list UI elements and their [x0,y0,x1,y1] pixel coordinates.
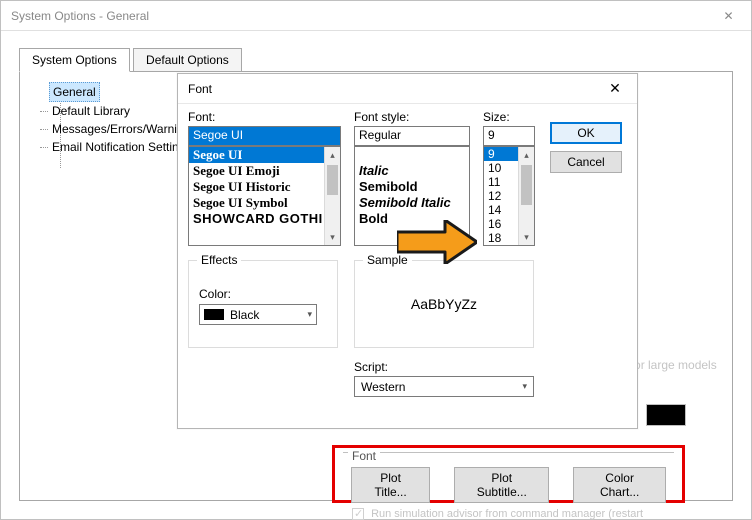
dialog-buttons: OK Cancel [550,122,628,173]
tab-system-options[interactable]: System Options [19,48,130,72]
style-listbox[interactable]: Regular Italic Semibold Semibold Italic … [354,146,470,246]
font-dialog-body: Font: Segoe UI Segoe UI Segoe UI Emoji S… [178,104,637,428]
ok-button[interactable]: OK [550,122,622,144]
scroll-thumb[interactable] [521,165,532,205]
scroll-up-icon[interactable]: ▴ [325,147,340,163]
style-option-semibold-italic[interactable]: Semibold Italic [355,195,469,211]
size-column: Size: 9 9 10 11 12 14 16 18 ▴ ▾ [483,110,535,246]
size-list-scrollbar[interactable]: ▴ ▾ [518,147,534,245]
parent-title: System Options - General [11,9,149,23]
font-groupbox: Font Plot Title... Plot Subtitle... Colo… [343,452,674,494]
style-option-bold[interactable]: Bold [355,211,469,227]
chevron-down-icon: ▾ [522,381,527,392]
plot-subtitle-button[interactable]: Plot Subtitle... [454,467,549,503]
chevron-down-icon: ▾ [307,309,312,320]
close-icon: ✕ [609,80,621,97]
style-input[interactable]: Regular [354,126,470,146]
bg-color-swatch [646,404,686,426]
scroll-down-icon[interactable]: ▾ [519,229,534,245]
font-dialog-close-button[interactable]: ✕ [595,75,635,103]
cancel-button[interactable]: Cancel [550,151,622,173]
color-label: Color: [199,287,327,301]
parent-titlebar: System Options - General ✕ [1,1,751,31]
font-list-scrollbar[interactable]: ▴ ▾ [324,147,340,245]
font-dialog: Font ✕ Font: Segoe UI Segoe UI Segoe UI … [177,73,638,429]
close-icon: ✕ [723,9,733,23]
plot-title-button[interactable]: Plot Title... [351,467,430,503]
font-buttons-row: Plot Title... Plot Subtitle... Color Cha… [343,453,674,503]
tree-item-general[interactable]: General [49,82,100,102]
font-input[interactable]: Segoe UI [188,126,341,146]
script-label: Script: [354,360,388,374]
effects-groupbox: Effects Color: Black ▾ [188,260,338,348]
style-column: Font style: Regular Regular Italic Semib… [354,110,470,246]
font-group-annotation: Font Plot Title... Plot Subtitle... Colo… [332,445,685,503]
bg-checkbox-hint: ✓ Run simulation advisor from command ma… [352,508,643,520]
scroll-down-icon[interactable]: ▾ [325,229,340,245]
script-combo[interactable]: Western ▾ [354,376,534,397]
font-option-segoe-symbol[interactable]: Segoe UI Symbol [189,195,340,211]
scroll-up-icon[interactable]: ▴ [519,147,534,163]
tabs-row: System Options Default Options [19,47,733,71]
font-column: Font: Segoe UI Segoe UI Segoe UI Emoji S… [188,110,341,246]
font-option-segoe-historic[interactable]: Segoe UI Historic [189,179,340,195]
style-option-semibold[interactable]: Semibold [355,179,469,195]
font-option-segoe-emoji[interactable]: Segoe UI Emoji [189,163,340,179]
script-value: Western [361,380,405,394]
sample-text: AaBbYyZz [355,261,533,347]
style-option-regular[interactable]: Regular [355,147,469,163]
font-dialog-titlebar: Font ✕ [178,74,637,104]
font-group-label: Font [348,449,380,463]
font-option-showcard[interactable]: SHOWCARD GOTHI [189,211,340,227]
sample-groupbox: Sample AaBbYyZz [354,260,534,348]
size-label: Size: [483,110,535,124]
style-label: Font style: [354,110,470,124]
tab-default-options[interactable]: Default Options [133,48,242,72]
effects-title: Effects [197,253,241,267]
font-listbox[interactable]: Segoe UI Segoe UI Emoji Segoe UI Histori… [188,146,341,246]
font-option-segoe-ui[interactable]: Segoe UI [189,147,340,163]
font-dialog-title: Font [188,82,212,96]
color-combo[interactable]: Black ▾ [199,304,317,325]
scroll-thumb[interactable] [327,165,338,195]
color-value: Black [230,308,259,322]
parent-close-button[interactable]: ✕ [706,1,751,31]
style-option-italic[interactable]: Italic [355,163,469,179]
font-label: Font: [188,110,341,124]
size-input[interactable]: 9 [483,126,535,146]
sample-title: Sample [363,253,412,267]
color-swatch-icon [204,309,224,320]
size-listbox[interactable]: 9 10 11 12 14 16 18 ▴ ▾ [483,146,535,246]
color-chart-button[interactable]: Color Chart... [573,467,666,503]
